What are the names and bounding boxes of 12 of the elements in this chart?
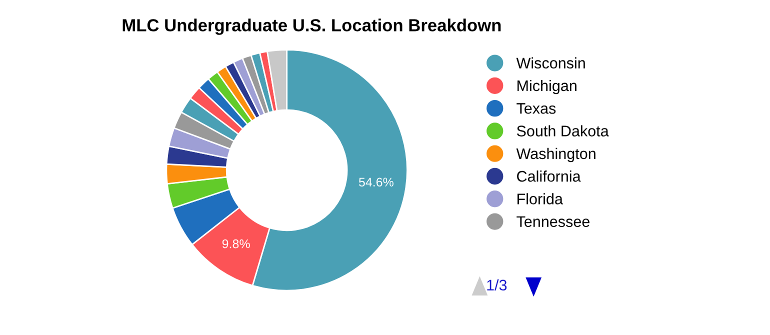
text: 1/3 <box>487 279 507 291</box>
legend-label: South Dakota <box>516 125 609 136</box>
chart-title: MLC Undergraduate U.S. Location Breakdown <box>122 18 501 35</box>
legend-label: Michigan <box>518 80 576 94</box>
data-label: 54.6% <box>358 178 394 187</box>
legend-label: Texas <box>516 103 556 114</box>
legend-label: Florida <box>518 193 563 204</box>
legend-label: California <box>517 170 581 182</box>
legend-label: Washington <box>516 148 596 162</box>
data-label: 9.8% <box>222 239 250 248</box>
legend-label: Wisconsin <box>516 57 585 69</box>
legend-label: Tennessee <box>516 216 590 228</box>
